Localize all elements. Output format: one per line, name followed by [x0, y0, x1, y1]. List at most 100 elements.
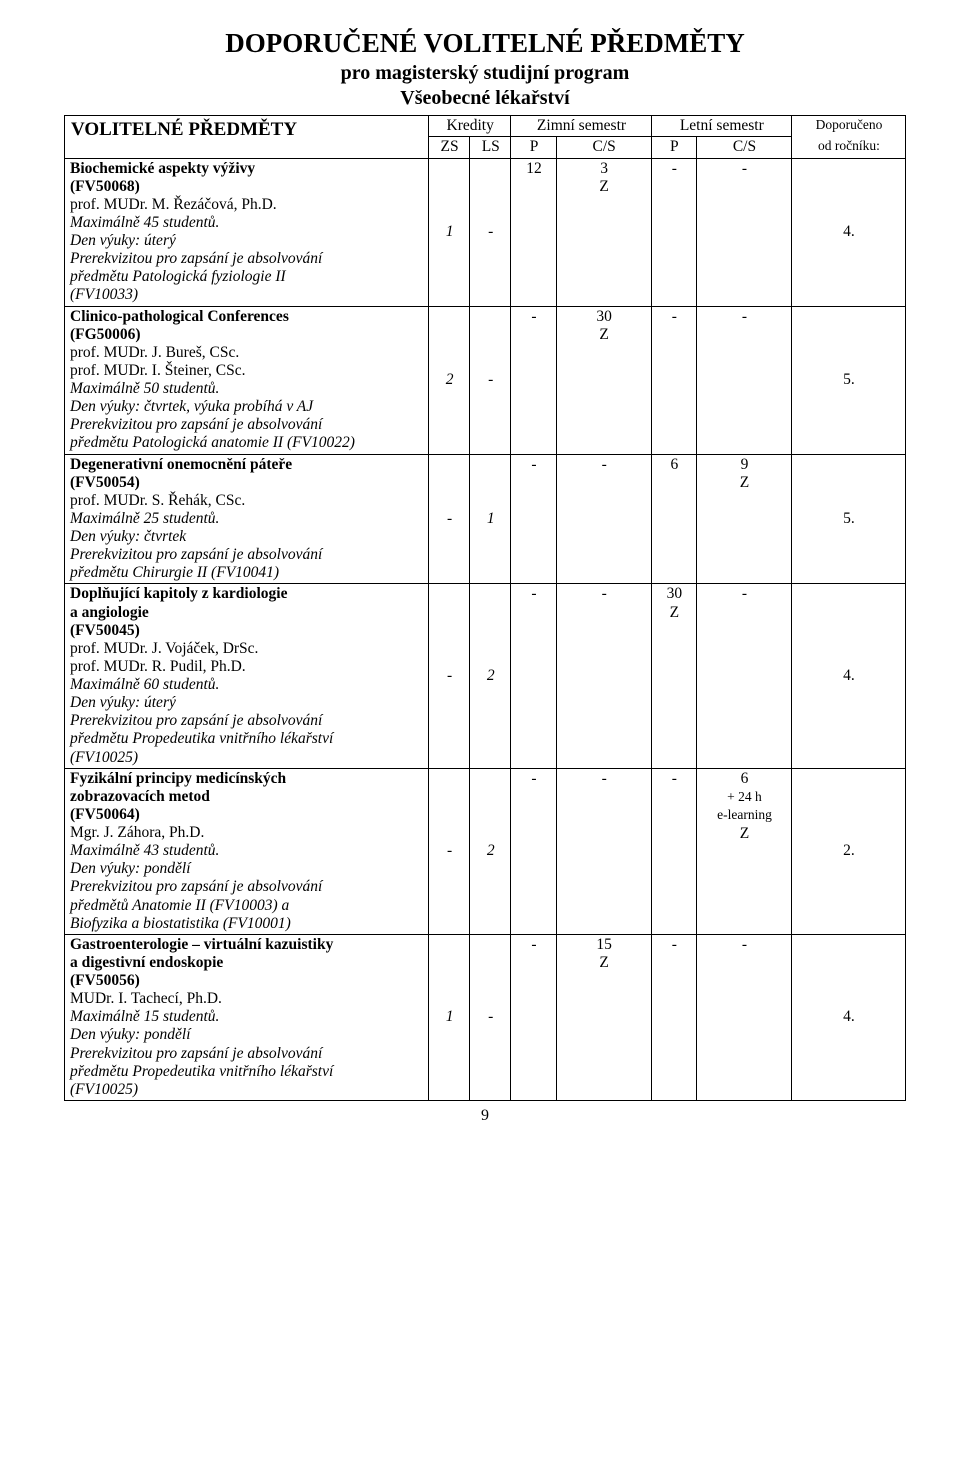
- subject-max: Maximálně 25 studentů.: [70, 510, 219, 527]
- cell-value: Z: [599, 954, 608, 971]
- table-row: Fyzikální principy medicínských zobrazov…: [65, 768, 906, 934]
- cell-desc: Gastroenterologie – virtuální kazuistiky…: [65, 934, 429, 1100]
- cell-value: 30: [596, 308, 612, 325]
- cell-value: e-learning: [717, 807, 772, 822]
- subject-prereq: předmětu Chirurgie II (FV10041): [70, 564, 279, 581]
- cell-rec: 5.: [791, 306, 905, 454]
- cell-p1: -: [511, 768, 556, 934]
- cell-cs2: 6 + 24 h e-learning Z: [697, 768, 792, 934]
- cell-value: 15: [596, 936, 612, 953]
- subject-teacher: prof. MUDr. R. Pudil, Ph.D.: [70, 658, 246, 675]
- col-cs1: C/S: [556, 137, 651, 158]
- subject-max: Maximálně 45 studentů.: [70, 214, 219, 231]
- col-od-rocniku: od ročníku:: [791, 137, 905, 158]
- subjects-table: VOLITELNÉ PŘEDMĚTY Kredity Zimní semestr…: [64, 115, 906, 1101]
- cell-value: + 24 h: [727, 789, 762, 804]
- cell-rec: 2.: [791, 768, 905, 934]
- cell-desc: Degenerativní onemocnění páteře (FV50054…: [65, 454, 429, 584]
- cell-value: Z: [670, 604, 679, 621]
- cell-cs1: -: [556, 768, 651, 934]
- col-ls: LS: [470, 137, 511, 158]
- cell-value: Z: [740, 825, 749, 842]
- subject-code: (FV50045): [70, 622, 140, 639]
- table-row: Biochemické aspekty výživy (FV50068) pro…: [65, 158, 906, 306]
- subject-name: zobrazovacích metod: [70, 788, 210, 805]
- page-number: 9: [64, 1107, 906, 1126]
- section-head: VOLITELNÉ PŘEDMĚTY: [65, 116, 429, 159]
- cell-zs: 2: [429, 306, 470, 454]
- cell-cs2: 9 Z: [697, 454, 792, 584]
- cell-zs: -: [429, 454, 470, 584]
- subject-max: Maximálně 15 studentů.: [70, 1008, 219, 1025]
- subject-code: (FV50054): [70, 474, 140, 491]
- subject-prereq: Prerekvizitou pro zapsání je absolvování: [70, 878, 322, 895]
- cell-ls: 1: [470, 454, 511, 584]
- cell-value: 3: [600, 160, 608, 177]
- subject-code: (FG50006): [70, 326, 141, 343]
- subject-prereq: předmětů Anatomie II (FV10003) a: [70, 897, 289, 914]
- subject-prereq: Prerekvizitou pro zapsání je absolvování: [70, 546, 322, 563]
- page-title: DOPORUČENÉ VOLITELNÉ PŘEDMĚTY: [64, 28, 906, 60]
- cell-p1: -: [511, 584, 556, 768]
- cell-cs2: -: [697, 934, 792, 1100]
- subject-code: (FV50056): [70, 972, 140, 989]
- cell-p2: -: [651, 768, 696, 934]
- cell-p2: 30 Z: [651, 584, 696, 768]
- subject-teacher: prof. MUDr. S. Řehák, CSc.: [70, 492, 245, 509]
- subject-prereq: předmětu Propedeutika vnitřního lékařstv…: [70, 730, 333, 747]
- subject-prereq: Prerekvizitou pro zapsání je absolvování: [70, 416, 322, 433]
- cell-p1: -: [511, 454, 556, 584]
- subject-day: Den výuky: čtvrtek: [70, 528, 186, 545]
- cell-ls: -: [470, 158, 511, 306]
- cell-cs1: 15 Z: [556, 934, 651, 1100]
- cell-desc: Biochemické aspekty výživy (FV50068) pro…: [65, 158, 429, 306]
- table-row: Doplňující kapitoly z kardiologie a angi…: [65, 584, 906, 768]
- cell-zs: 1: [429, 934, 470, 1100]
- cell-rec: 4.: [791, 158, 905, 306]
- subject-max: Maximálně 43 studentů.: [70, 842, 219, 859]
- cell-desc: Doplňující kapitoly z kardiologie a angi…: [65, 584, 429, 768]
- subject-code: (FV50064): [70, 806, 140, 823]
- subject-name: Doplňující kapitoly z kardiologie: [70, 585, 287, 602]
- subject-name: a digestivní endoskopie: [70, 954, 223, 971]
- col-p2: P: [651, 137, 696, 158]
- cell-value: Z: [740, 474, 749, 491]
- table-header-row-1: VOLITELNÉ PŘEDMĚTY Kredity Zimní semestr…: [65, 116, 906, 137]
- subject-teacher: MUDr. I. Tachecí, Ph.D.: [70, 990, 222, 1007]
- cell-cs2: -: [697, 584, 792, 768]
- col-kredity: Kredity: [429, 116, 511, 137]
- cell-cs1: 30 Z: [556, 306, 651, 454]
- subject-prereq: předmětu Patologická anatomie II (FV1002…: [70, 434, 355, 451]
- subject-prereq: Biofyzika a biostatistika (FV10001): [70, 915, 291, 932]
- col-doporuceno: Doporučeno: [791, 116, 905, 137]
- cell-p2: -: [651, 306, 696, 454]
- subject-day: Den výuky: čtvrtek, výuka probíhá v AJ: [70, 398, 313, 415]
- table-row: Degenerativní onemocnění páteře (FV50054…: [65, 454, 906, 584]
- subject-name: Gastroenterologie – virtuální kazuistiky: [70, 936, 333, 953]
- cell-zs: -: [429, 584, 470, 768]
- subject-prereq: předmětu Patologická fyziologie II: [70, 268, 286, 285]
- subject-name: Fyzikální principy medicínských: [70, 770, 286, 787]
- subject-teacher: prof. MUDr. M. Řezáčová, Ph.D.: [70, 196, 277, 213]
- col-zimni: Zimní semestr: [511, 116, 651, 137]
- cell-cs2: -: [697, 158, 792, 306]
- subject-prereq: (FV10025): [70, 749, 138, 766]
- cell-zs: 1: [429, 158, 470, 306]
- cell-desc: Fyzikální principy medicínských zobrazov…: [65, 768, 429, 934]
- col-cs2: C/S: [697, 137, 792, 158]
- cell-cs1: 3 Z: [556, 158, 651, 306]
- cell-p2: -: [651, 158, 696, 306]
- subject-teacher: Mgr. J. Záhora, Ph.D.: [70, 824, 204, 841]
- subject-day: Den výuky: pondělí: [70, 1026, 191, 1043]
- col-letni: Letní semestr: [651, 116, 791, 137]
- subject-prereq: Prerekvizitou pro zapsání je absolvování: [70, 1045, 322, 1062]
- subject-max: Maximálně 50 studentů.: [70, 380, 219, 397]
- cell-value: 30: [667, 585, 683, 602]
- cell-ls: 2: [470, 768, 511, 934]
- subject-name: a angiologie: [70, 604, 149, 621]
- cell-zs: -: [429, 768, 470, 934]
- subject-max: Maximálně 60 studentů.: [70, 676, 219, 693]
- cell-cs1: -: [556, 454, 651, 584]
- cell-p2: -: [651, 934, 696, 1100]
- cell-rec: 5.: [791, 454, 905, 584]
